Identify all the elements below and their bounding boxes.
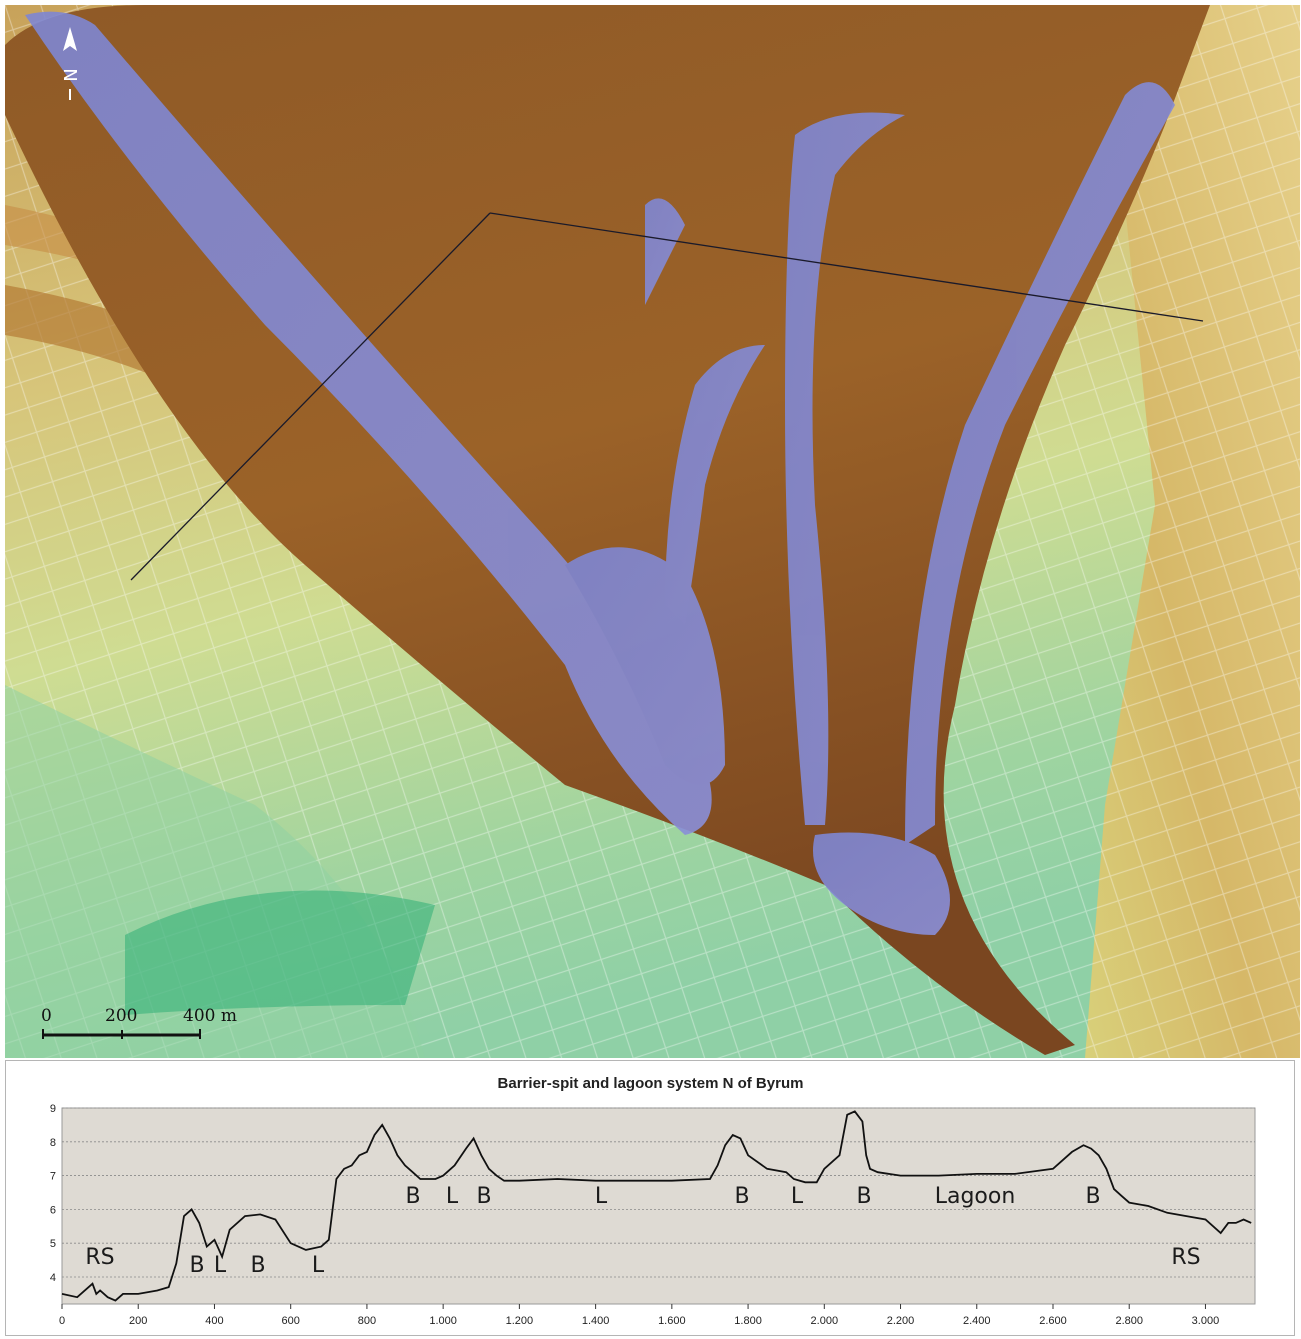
plot-area — [61, 1107, 1256, 1305]
x-tick-label: 1.400 — [582, 1315, 610, 1327]
profile-annotation: L — [312, 1253, 325, 1278]
inner-ridge-1 — [665, 345, 765, 625]
x-tick-label: 2.200 — [887, 1315, 915, 1327]
y-tick-label: 6 — [50, 1204, 56, 1216]
profile-annotations: RS B L B LB L B L B L B Lagoon BRS — [85, 1184, 1200, 1278]
y-tick-label: 5 — [50, 1238, 56, 1250]
scale-label-200: 200 — [105, 1006, 137, 1026]
profile-annotation: B — [189, 1253, 204, 1278]
y-tick-label: 8 — [50, 1137, 56, 1149]
x-tick-label: 600 — [282, 1315, 300, 1327]
profile-annotation: B — [1085, 1184, 1100, 1209]
x-axis-ticks: 0 200 400 600 800 1.000 1.200 1.400 1.600 1.800 2.… — [59, 1304, 1219, 1327]
profile-annotation: RS — [1171, 1245, 1200, 1270]
relief-map-svg: N 0 200 400 m — [5, 5, 1300, 1058]
north-label: N — [59, 68, 80, 81]
north-arrow-icon — [63, 27, 77, 51]
beach-ridges — [25, 11, 1175, 935]
scale-label-0: 0 — [41, 1006, 52, 1026]
profile-annotation: L — [595, 1184, 608, 1209]
shaded-relief-map: N 0 200 400 m — [5, 5, 1300, 1058]
profile-annotation: B — [405, 1184, 420, 1209]
grid-lines — [62, 1107, 1255, 1278]
eastern-ridge — [905, 82, 1175, 846]
y-tick-label: 4 — [50, 1272, 56, 1284]
x-tick-label: 1.800 — [734, 1315, 762, 1327]
central-ridge — [785, 112, 905, 825]
profile-annotation: Lagoon — [935, 1184, 1016, 1209]
village-area — [813, 832, 950, 935]
profile-annotation: L — [446, 1184, 459, 1209]
wet-depression — [125, 890, 435, 1015]
x-tick-label: 2.800 — [1115, 1315, 1143, 1327]
profile-annotation: RS — [85, 1245, 114, 1270]
profile-annotation: L — [791, 1184, 804, 1209]
y-axis-ticks: 4 5 6 7 8 9 — [50, 1103, 56, 1284]
scale-bar: 0 200 400 m — [41, 1006, 237, 1039]
profile-annotation: B — [476, 1184, 491, 1209]
profile-line-east — [489, 212, 1204, 322]
elevation-line — [61, 1110, 1252, 1302]
x-tick-label: 2.400 — [963, 1315, 991, 1327]
x-tick-label: 0 — [59, 1315, 65, 1327]
x-tick-label: 200 — [129, 1315, 147, 1327]
profile-annotation: L — [214, 1253, 227, 1278]
x-tick-label: 1.000 — [429, 1315, 457, 1327]
profile-line-west — [130, 212, 491, 581]
profile-annotation: B — [856, 1184, 871, 1209]
x-tick-label: 1.600 — [658, 1315, 686, 1327]
x-tick-label: 2.600 — [1039, 1315, 1067, 1327]
x-tick-label: 800 — [358, 1315, 376, 1327]
main-spit-ridge — [25, 11, 712, 835]
x-tick-label: 3.000 — [1192, 1315, 1220, 1327]
profile-annotation: B — [250, 1253, 265, 1278]
north-arrow: N — [59, 27, 80, 100]
profile-title: Barrier-spit and lagoon system N of Byru… — [497, 1075, 804, 1092]
x-tick-label: 2.000 — [811, 1315, 839, 1327]
scale-label-400: 400 m — [183, 1006, 237, 1026]
profile-annotation: B — [734, 1184, 749, 1209]
elevation-profile-chart: 4 5 6 7 8 9 0 200 400 600 800 1.000 1.200 1.400 1.600… — [50, 1103, 1256, 1327]
x-tick-label: 400 — [205, 1315, 223, 1327]
x-tick-label: 1.200 — [506, 1315, 534, 1327]
inner-ridge-2 — [645, 198, 685, 305]
y-tick-label: 7 — [50, 1171, 56, 1183]
y-tick-label: 9 — [50, 1103, 56, 1115]
